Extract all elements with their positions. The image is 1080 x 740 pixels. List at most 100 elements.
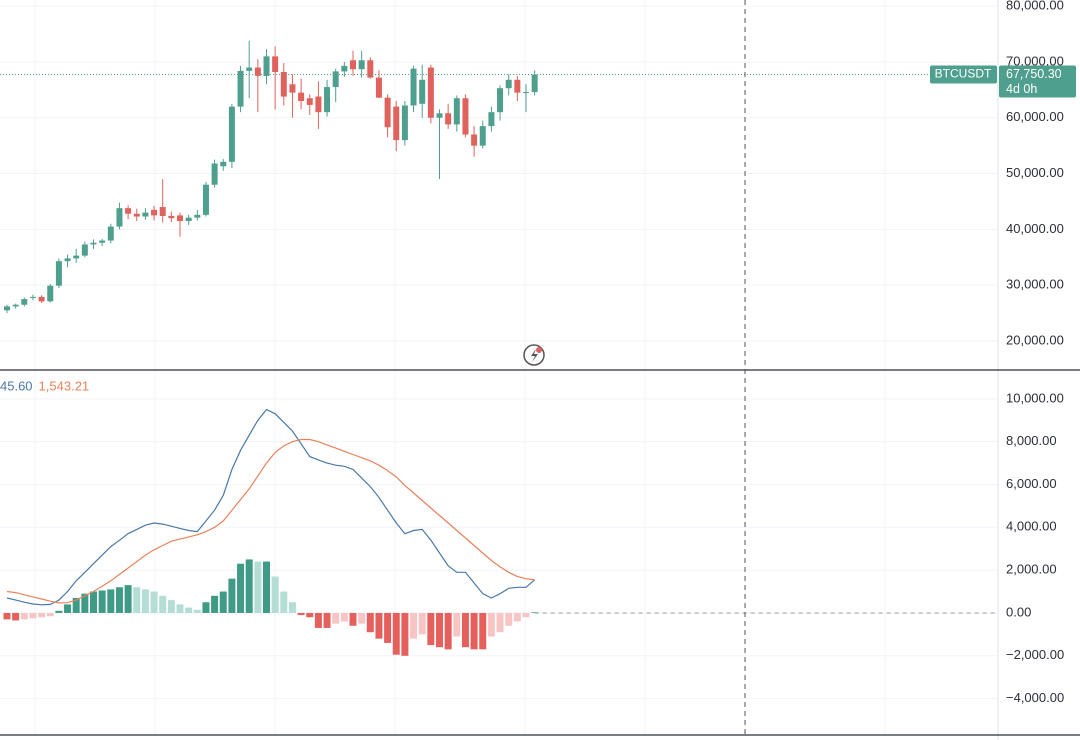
histogram-bar [38, 612, 46, 618]
candle-body [99, 240, 106, 243]
y-tick-label: 40,000.00 [1006, 221, 1064, 236]
histogram-bar [410, 612, 418, 639]
histogram-bar [124, 585, 132, 613]
candle-body [523, 92, 529, 94]
candle-body [90, 242, 97, 245]
candle-body [55, 261, 62, 286]
histogram-bar [332, 612, 340, 624]
histogram-bar [522, 612, 530, 618]
event-icon[interactable] [523, 344, 545, 366]
histogram-bar [20, 612, 28, 620]
histogram-bar [133, 587, 141, 613]
histogram-bar [340, 612, 348, 622]
histogram-bar [513, 612, 521, 622]
candle-body [341, 65, 348, 72]
histogram-bar [107, 589, 115, 613]
macd-line [6, 408, 535, 606]
event-bolt [531, 349, 538, 362]
y-tick-label: 6,000.00 [1006, 476, 1057, 491]
candle-body [228, 106, 235, 162]
candle-body [367, 60, 374, 78]
candle-body [401, 105, 408, 141]
histogram-bar [384, 612, 392, 643]
y-tick-label: −2,000.00 [1006, 647, 1064, 662]
histogram-bar [254, 561, 262, 613]
histogram-bar [176, 604, 184, 613]
y-tick-label: 20,000.00 [1006, 332, 1064, 347]
candle-body [185, 217, 192, 221]
price-label: 67,750.30 [1006, 67, 1062, 81]
candle-body [375, 77, 382, 98]
candle-body [384, 97, 391, 128]
histogram-bar [55, 610, 63, 613]
histogram-bar [531, 612, 539, 613]
candle-body [81, 244, 88, 256]
y-tick-label: 0.00 [1006, 604, 1031, 619]
histogram-bar [64, 604, 72, 613]
legend-value: 45.60 [0, 378, 33, 393]
y-tick-label: 80,000.00 [1006, 0, 1064, 13]
histogram-bar [427, 612, 435, 646]
histogram-bar [297, 612, 305, 616]
candle-body [177, 215, 183, 221]
candle-body [488, 112, 495, 127]
candle-body [427, 67, 434, 118]
candle-body [125, 208, 132, 214]
candle-body [73, 255, 80, 259]
y-tick-label: 2,000.00 [1006, 562, 1057, 577]
candle-body [220, 161, 227, 167]
candle-body [64, 258, 71, 262]
histogram-bar [211, 595, 219, 613]
histogram-bar [150, 591, 158, 613]
y-tick-label: 4,000.00 [1006, 519, 1057, 534]
histogram-bar [366, 612, 374, 633]
histogram-bar [288, 602, 296, 613]
y-tick-label: 70,000.00 [1006, 53, 1064, 68]
histogram-bar [470, 612, 478, 650]
candle-body [254, 67, 261, 76]
histogram-bar [72, 597, 80, 613]
histogram-bar [401, 612, 409, 656]
candle-body [38, 296, 45, 302]
histogram-bar [479, 612, 487, 650]
candle-body [237, 70, 244, 107]
candle-body [21, 299, 28, 305]
histogram-bar [46, 612, 54, 617]
candle-body [479, 126, 486, 146]
histogram-bar [185, 607, 193, 613]
candle-body [350, 60, 356, 70]
event-dot [536, 347, 542, 353]
candle-body [471, 134, 478, 146]
histogram-bar [263, 561, 270, 613]
candle-body [410, 68, 417, 106]
histogram-bar [90, 591, 97, 613]
y-tick-label: 50,000.00 [1006, 165, 1064, 180]
candle-body [168, 215, 175, 219]
y-tick-label: −4,000.00 [1006, 690, 1064, 705]
histogram-bar [436, 612, 443, 648]
histogram-bar [159, 595, 167, 613]
histogram-bar [81, 593, 89, 613]
histogram-bar [418, 612, 426, 635]
candle-body [358, 60, 365, 70]
candle-body [159, 207, 166, 216]
candle-body [133, 213, 140, 217]
candle-body [289, 84, 296, 93]
candle-body [445, 113, 452, 125]
candle-body [142, 212, 149, 217]
candle-body [298, 92, 305, 102]
histogram-bar [193, 609, 201, 613]
histogram-bar [237, 563, 245, 613]
candle-body [116, 208, 123, 227]
candle-body [531, 74, 538, 93]
y-tick-label: 30,000.00 [1006, 277, 1064, 292]
candle-body [4, 306, 10, 311]
histogram-bar [245, 559, 253, 613]
histogram-bar [314, 612, 322, 628]
candle-body [505, 79, 512, 89]
histogram-bar [444, 612, 452, 650]
histogram-bar [3, 612, 11, 620]
histogram-bar [375, 612, 383, 639]
histogram-bar [358, 612, 366, 624]
histogram-bar [487, 612, 495, 637]
